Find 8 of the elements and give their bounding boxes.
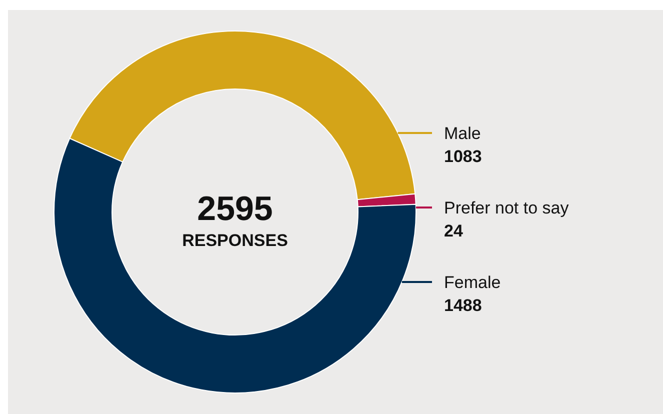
- slice-label: Male: [444, 124, 481, 143]
- text: RESPONSES: [182, 231, 288, 250]
- slice-label: Female: [444, 273, 501, 292]
- data-label: 1083: [444, 147, 482, 166]
- data-label: 24: [444, 222, 464, 240]
- data-label: 1488: [444, 296, 482, 315]
- slice-label: Prefer not to say: [444, 198, 570, 218]
- text: 2595: [197, 190, 273, 228]
